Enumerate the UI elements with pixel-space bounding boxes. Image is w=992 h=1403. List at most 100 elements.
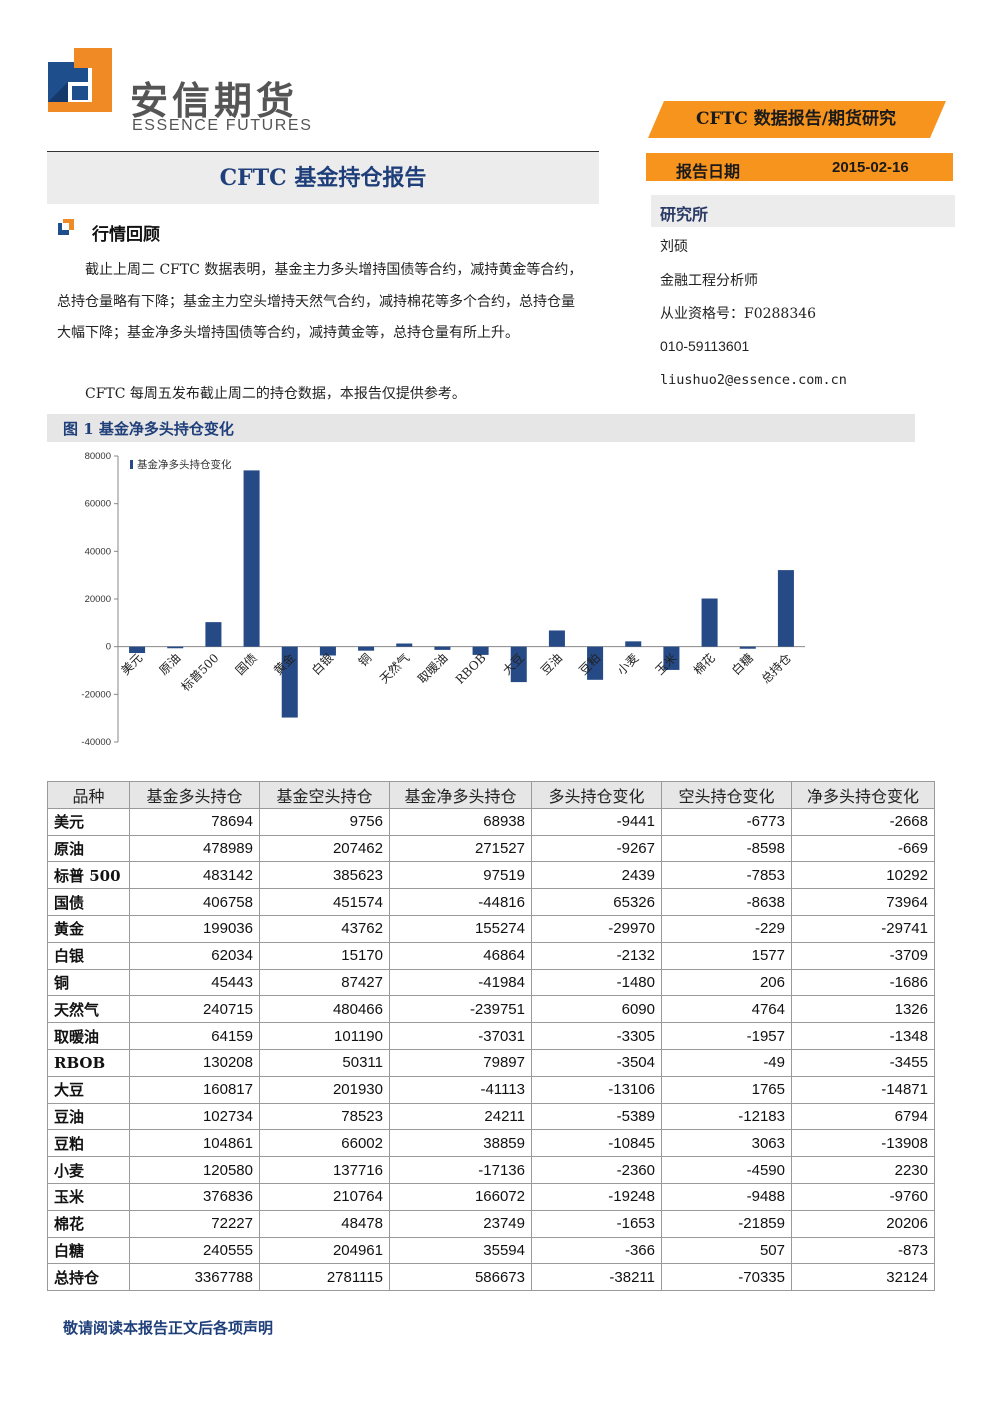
table-cell: -366 (531, 1236, 662, 1265)
column-header: 空头持仓变化 (661, 781, 792, 809)
table-cell: -2132 (531, 941, 662, 970)
y-tick-label: 40000 (85, 546, 111, 557)
bar-1 (167, 646, 184, 649)
table-row: 棉花 72227 48478 23749 -1653 -21859 20206 (47, 1209, 935, 1238)
x-tick-label: 棉花 (690, 650, 718, 678)
table-cell: 1577 (661, 941, 792, 970)
table-cell: 15170 (259, 941, 390, 970)
table-row: 总持仓 3367788 2781115 586673 -38211 -70335 32124 (47, 1263, 935, 1292)
table-cell: 101190 (259, 1022, 390, 1050)
table-cell: -10845 (531, 1129, 662, 1158)
table-cell: -669 (791, 834, 935, 863)
research-title: 研究所 (660, 205, 709, 224)
x-tick-label: 豆油 (538, 651, 565, 678)
table-cell: 2230 (791, 1156, 935, 1184)
bar-8 (434, 646, 451, 650)
analyst-role: 金融工程分析师 (660, 273, 758, 289)
analyst-name: 刘硕 (660, 239, 688, 255)
table-cell: 87427 (259, 968, 390, 997)
table-cell: 478989 (129, 834, 260, 863)
table-cell: 2781115 (259, 1263, 390, 1292)
table-cell: -5389 (531, 1102, 662, 1131)
table-row: 国债 406758 451574 -44816 65326 -8638 73964 (47, 888, 935, 916)
table-cell: 104861 (129, 1129, 260, 1158)
table-cell: -4590 (661, 1156, 792, 1184)
bar-7 (396, 643, 413, 647)
table-cell: 586673 (389, 1263, 532, 1292)
commodity-name: 棉花 (47, 1209, 130, 1238)
commodity-name: 黄金 (47, 914, 130, 943)
y-tick-label: 80000 (85, 451, 111, 462)
table-cell: -1480 (531, 968, 662, 997)
table-cell: -38211 (531, 1263, 662, 1292)
table-cell: -1348 (791, 1022, 935, 1050)
analyst-license: 从业资格号：F0288346 (660, 306, 817, 322)
table-cell: 73964 (791, 888, 935, 916)
column-header: 基金空头持仓 (259, 781, 390, 809)
table-cell: -3305 (531, 1022, 662, 1050)
commodity-name: 原油 (47, 834, 130, 863)
commodity-name: 豆粕 (47, 1129, 130, 1158)
company-logo-icon (48, 48, 112, 112)
table-cell: 78523 (259, 1102, 390, 1131)
bar-9 (472, 646, 489, 655)
bar-6 (358, 646, 375, 651)
section-title: 行情回顾 (92, 225, 160, 245)
table-cell: 48478 (259, 1209, 390, 1238)
table-cell: 46864 (389, 941, 532, 970)
net-long-change-chart: 80000 60000 40000 20000 0 -20000 -40000 美元 原油标普5… (81, 451, 805, 748)
table-cell: 120580 (129, 1156, 260, 1184)
table-cell: 32124 (791, 1263, 935, 1292)
commodity-name: 天然气 (47, 995, 130, 1024)
table-cell: 66002 (259, 1129, 390, 1158)
table-cell: 155274 (389, 914, 532, 943)
figure-header (47, 414, 915, 442)
table-cell: 43762 (259, 914, 390, 943)
analyst-phone: 010-59113601 (660, 338, 750, 354)
table-cell: 62034 (129, 941, 260, 970)
table-cell: 210764 (259, 1182, 390, 1211)
table-cell: 1326 (791, 995, 935, 1024)
bar-3 (243, 470, 260, 647)
table-cell: 68938 (389, 807, 532, 836)
table-cell: -3504 (531, 1048, 662, 1077)
y-tick-label: 60000 (85, 499, 111, 510)
table-cell: 207462 (259, 834, 390, 863)
bar-4 (281, 646, 298, 718)
table-row: 玉米 376836 210764 166072 -19248 -9488 -9760 (47, 1182, 935, 1211)
title-box (47, 151, 599, 204)
table-cell: -12183 (661, 1102, 792, 1131)
table-cell: -9488 (661, 1182, 792, 1211)
table-cell: -13106 (531, 1075, 662, 1104)
x-tick-label: 铜 (355, 650, 374, 669)
figure-title: 图 1 基金净多头持仓变化 (63, 420, 234, 438)
table-cell: -17136 (389, 1156, 532, 1184)
table-cell: 204961 (259, 1236, 390, 1265)
table-cell: -9441 (531, 807, 662, 836)
commodity-name: 标普 500 (47, 861, 130, 890)
table-cell: -1653 (531, 1209, 662, 1238)
table-cell: 451574 (259, 888, 390, 916)
table-cell: 2439 (531, 861, 662, 890)
table-row: 取暖油 64159 101190 -37031 -3305 -1957 -1348 (47, 1022, 935, 1050)
table-cell: 10292 (791, 861, 935, 890)
table-row: 小麦 120580 137716 -17136 -2360 -4590 2230 (47, 1156, 935, 1184)
table-cell: 45443 (129, 968, 260, 997)
legend-swatch (130, 460, 133, 469)
bar-11 (548, 630, 565, 647)
commodity-name: 玉米 (47, 1182, 130, 1211)
table-cell: 271527 (389, 834, 532, 863)
x-tick-label: 取暖油 (415, 651, 450, 686)
table-cell: 130208 (129, 1048, 260, 1077)
table-cell: 3367788 (129, 1263, 260, 1292)
table-cell: 201930 (259, 1075, 390, 1104)
table-cell: 97519 (389, 861, 532, 890)
report-date-bar (646, 153, 953, 181)
table-cell: -70335 (661, 1263, 792, 1292)
analyst-email[interactable]: liushuo2@essence.com.cn (660, 372, 847, 388)
report-date-label: 报告日期 (676, 162, 741, 181)
table-cell: 64159 (129, 1022, 260, 1050)
bar-14 (663, 646, 680, 670)
commodity-name: 白银 (47, 941, 130, 970)
x-tick-label: 白糖 (728, 650, 756, 678)
